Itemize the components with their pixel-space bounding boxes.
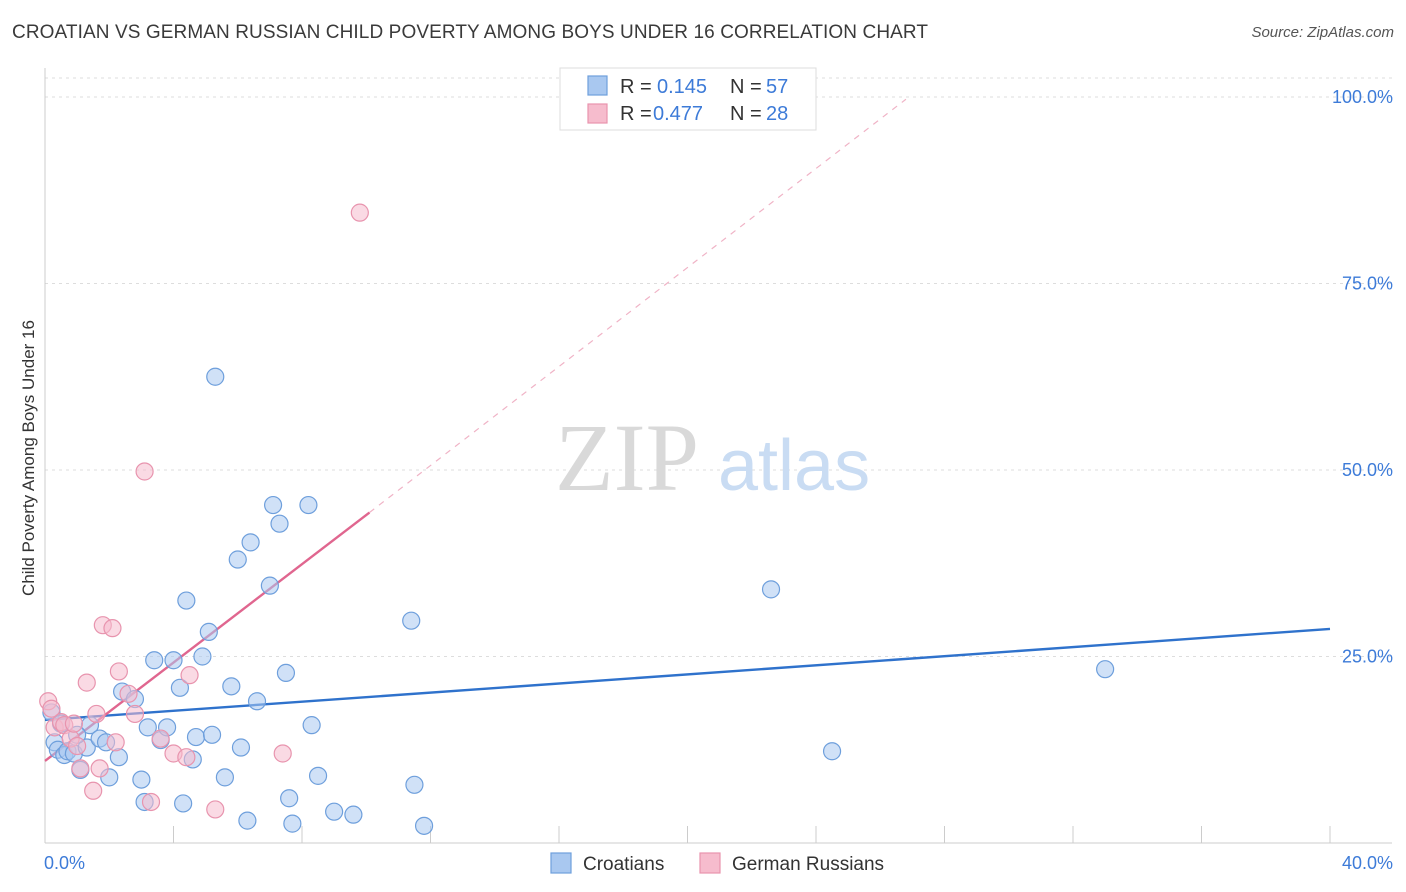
point-croatians [241,533,260,552]
point-croatians [238,811,257,830]
watermark-zip: ZIP [555,404,699,511]
y-tick-label: 100.0% [1332,87,1393,107]
point-croatians [276,663,296,683]
point-croatians [247,692,267,711]
point-croatians [325,802,344,821]
point-croatians [177,591,196,610]
point-german-russians [206,800,225,819]
watermark: ZIP atlas [555,404,870,511]
point-croatians [260,576,279,595]
point-croatians [193,647,212,666]
point-croatians [402,611,421,630]
data-points [39,203,1115,835]
point-croatians [222,677,241,696]
point-croatians [132,770,151,789]
point-german-russians [90,759,109,778]
y-tick-label: 50.0% [1342,460,1393,480]
point-german-russians [87,704,106,724]
chart-title: CROATIAN VS GERMAN RUSSIAN CHILD POVERTY… [12,22,929,43]
legend-n-label-1: N = [730,76,762,98]
point-croatians [302,716,321,735]
series-legend: Croatians German Russians [550,852,884,875]
point-croatians [186,727,206,747]
y-tick-label: 75.0% [1342,274,1393,294]
gridlines [45,77,1392,657]
watermark-atlas: atlas [718,426,870,506]
point-german-russians [64,714,84,733]
point-german-russians [151,729,170,748]
point-german-russians [180,666,199,685]
legend-r-label-2: R = [620,103,652,125]
legend-r-value-1: 0.145 [657,76,707,98]
point-german-russians [84,781,103,800]
legend-n-label-2: N = [730,103,762,125]
point-german-russians [103,619,122,638]
correlation-legend: R = 0.145 N = 57 R = 0.477 N = 28 [559,67,817,131]
legend-swatch-croatians [587,75,608,96]
x-tick-label: 0.0% [44,853,85,873]
point-german-russians [350,203,369,222]
point-croatians [270,514,289,533]
point-german-russians [177,748,196,767]
point-german-russians [135,462,154,481]
source-credit: Source: ZipAtlas.com [1251,24,1394,41]
legend-n-value-2: 28 [766,103,788,125]
point-croatians [199,622,218,641]
point-german-russians [106,733,125,752]
x-tick-label: 40.0% [1342,853,1393,873]
point-croatians [263,495,283,515]
legend-swatch-german-russians [587,103,608,124]
point-german-russians [109,662,128,681]
trend-line-german-russians-extended [369,98,907,513]
point-croatians [1096,660,1115,679]
point-croatians [344,805,363,824]
point-german-russians [141,792,161,812]
y-axis-label: Child Poverty Among Boys Under 16 [19,320,38,596]
legend-r-label-1: R = [620,76,652,98]
bottom-legend-german-russians: German Russians [732,854,884,875]
point-croatians [164,651,183,670]
point-croatians [414,816,434,835]
point-croatians [145,651,164,670]
point-german-russians [77,673,96,692]
bottom-swatch-croatians [550,852,572,874]
point-croatians [822,742,842,761]
point-croatians [280,789,299,808]
point-croatians [283,814,302,833]
point-german-russians [71,759,90,778]
point-german-russians [273,744,292,763]
y-tick-labels: 25.0% 50.0% 75.0% 100.0% [1332,87,1393,667]
trend-line-croatians [44,627,1331,722]
point-croatians [231,738,251,757]
point-croatians [215,768,234,787]
x-tick-labels: 0.0% 40.0% [44,853,1393,873]
legend-n-value-1: 57 [766,76,788,98]
legend-r-value-2: 0.477 [653,103,703,125]
point-german-russians [119,684,138,703]
point-croatians [138,718,157,737]
point-german-russians [68,736,87,756]
point-german-russians [42,699,61,718]
point-croatians [405,775,424,794]
point-croatians [299,495,318,515]
point-croatians [206,367,225,386]
point-croatians [308,766,328,785]
bottom-legend-croatians: Croatians [583,854,664,875]
point-croatians [228,550,247,569]
point-croatians [202,725,222,744]
point-croatians [109,748,128,767]
y-tick-label: 25.0% [1342,647,1393,667]
point-croatians [174,794,193,813]
point-croatians [170,678,190,697]
point-croatians [761,580,781,599]
point-german-russians [125,704,145,724]
bottom-swatch-german-russians [699,852,721,874]
